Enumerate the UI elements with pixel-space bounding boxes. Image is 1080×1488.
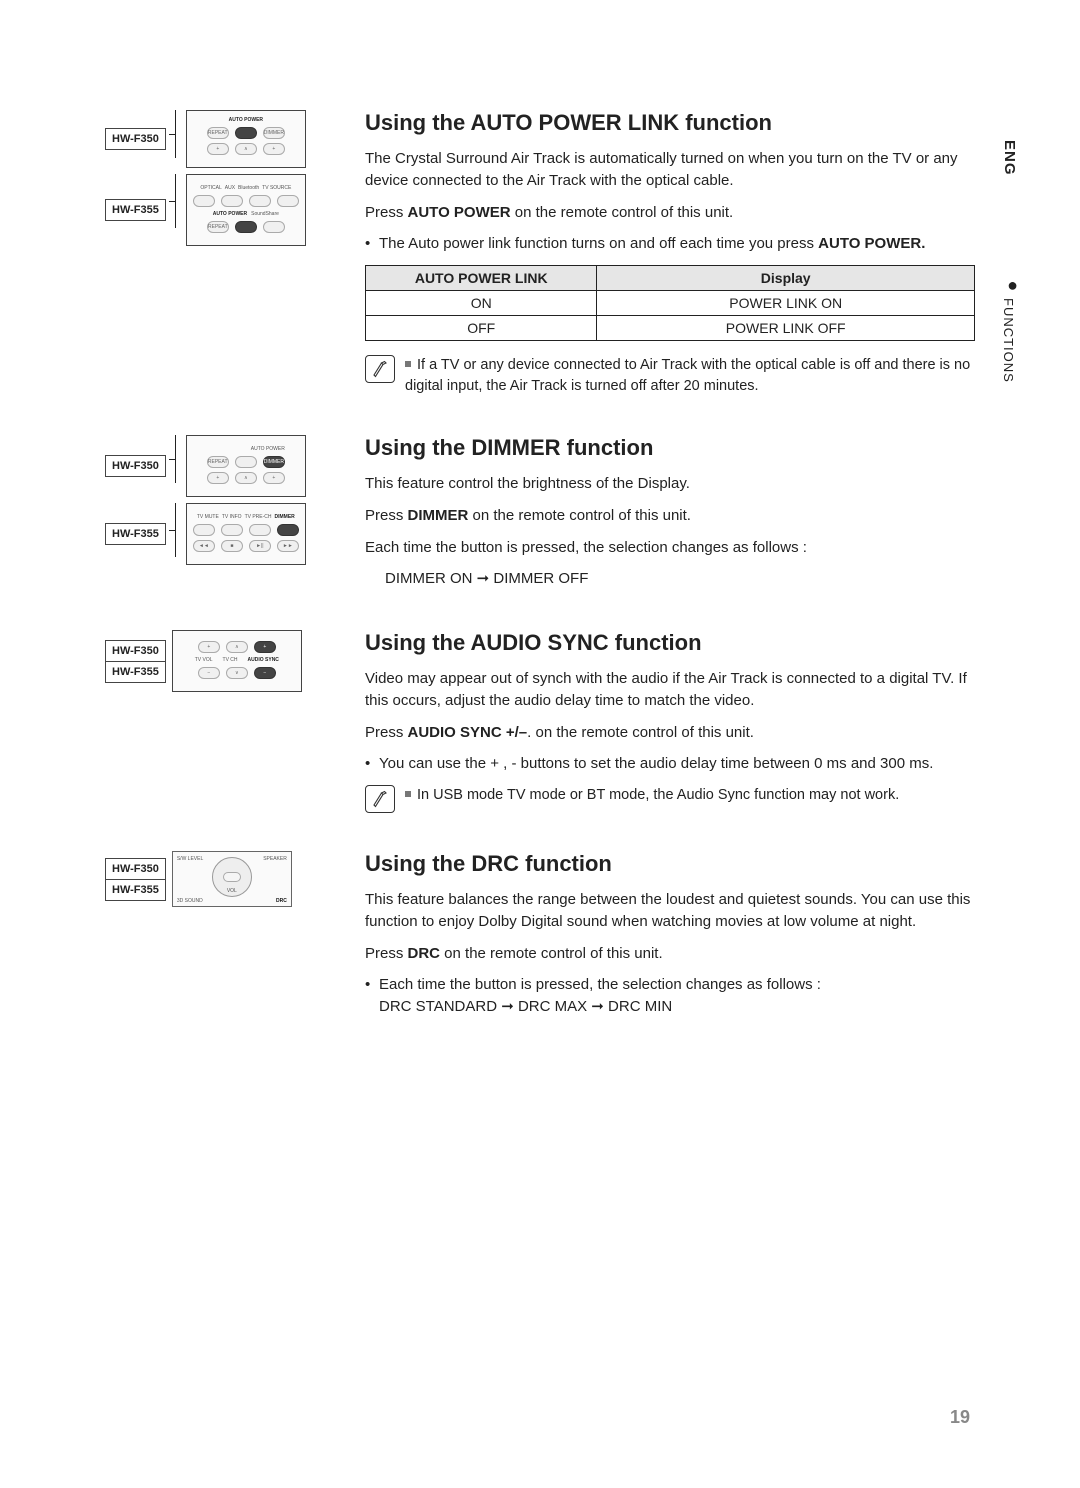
drc-p1: This feature balances the range between … [365, 889, 975, 933]
remote-btn-dimmer-hl: DIMMER [263, 456, 285, 468]
auto-power-p2: Press AUTO POWER on the remote control o… [365, 202, 975, 224]
side-tab-section: FUNCTIONS [1001, 298, 1016, 383]
auto-power-table: AUTO POWER LINK Display ON POWER LINK ON… [365, 265, 975, 341]
audio-sync-note: In USB mode TV mode or BT mode, the Audi… [405, 785, 975, 806]
dimmer-diagram: HW-F350 AUTO POWER REPEAT DIMMER + ∧ [105, 435, 331, 571]
dimmer-seq: DIMMER ON ➞ DIMMER OFF [385, 568, 975, 590]
remote-label-autopower: AUTO POWER [193, 117, 299, 123]
side-bullet: ● [1007, 276, 1018, 294]
model-label-f355: HW-F355 [105, 661, 166, 683]
drc-title: Using the DRC function [365, 851, 975, 877]
model-label-f350: HW-F350 [105, 858, 166, 879]
note-icon [365, 785, 395, 813]
remote-btn-audiosync-plus: + [254, 641, 276, 653]
audio-sync-title: Using the AUDIO SYNC function [365, 630, 975, 656]
table-header-display: Display [597, 266, 975, 291]
remote-btn-audiosync-minus: − [254, 667, 276, 679]
model-label-f355: HW-F355 [105, 199, 166, 221]
audio-sync-diagram: HW-F350 HW-F355 + ∧ + TV VOL TV CH AUDIO… [105, 630, 331, 698]
remote-btn-repeat: REPEAT [207, 127, 229, 139]
page-number: 19 [950, 1407, 970, 1428]
auto-power-bullet: The Auto power link function turns on an… [365, 233, 975, 255]
dimmer-title: Using the DIMMER function [365, 435, 975, 461]
table-header-apl: AUTO POWER LINK [366, 266, 597, 291]
auto-power-title: Using the AUTO POWER LINK function [365, 110, 975, 136]
model-label-f350: HW-F350 [105, 128, 166, 150]
audio-sync-p1: Video may appear out of synch with the a… [365, 668, 975, 712]
auto-power-diagram: HW-F350 AUTO POWER REPEAT DIMMER + ∧ + [105, 110, 331, 252]
dimmer-p1: This feature control the brightness of t… [365, 473, 975, 495]
model-label-f355: HW-F355 [105, 523, 166, 545]
model-label-f350: HW-F350 [105, 640, 166, 661]
remote-btn-autopower [235, 127, 257, 139]
audio-sync-bullet: You can use the + , - buttons to set the… [365, 753, 975, 775]
drc-bullet: Each time the button is pressed, the sel… [365, 974, 975, 1018]
auto-power-p1: The Crystal Surround Air Track is automa… [365, 148, 975, 192]
remote-btn-plus: + [207, 143, 229, 155]
note-icon [365, 355, 395, 383]
model-label-f350: HW-F350 [105, 455, 166, 477]
dimmer-p3: Each time the button is pressed, the sel… [365, 537, 975, 559]
remote-btn-plus2: + [263, 143, 285, 155]
table-row: ON POWER LINK ON [366, 291, 975, 316]
dimmer-p2: Press DIMMER on the remote control of th… [365, 505, 975, 527]
drc-p2: Press DRC on the remote control of this … [365, 943, 975, 965]
table-row: OFF POWER LINK OFF [366, 316, 975, 341]
model-label-f355: HW-F355 [105, 879, 166, 901]
audio-sync-p2: Press AUDIO SYNC +/–. on the remote cont… [365, 722, 975, 744]
auto-power-note: If a TV or any device connected to Air T… [405, 355, 975, 397]
drc-diagram: HW-F350 HW-F355 S/W LEVEL SPEAKER VOL 3D… [105, 851, 331, 913]
remote-btn-up: ∧ [235, 143, 257, 155]
remote-btn-dimmer: DIMMER [263, 127, 285, 139]
remote-btn-repeat2: REPEAT [207, 221, 229, 233]
side-tab-lang: ENG [1001, 140, 1018, 176]
